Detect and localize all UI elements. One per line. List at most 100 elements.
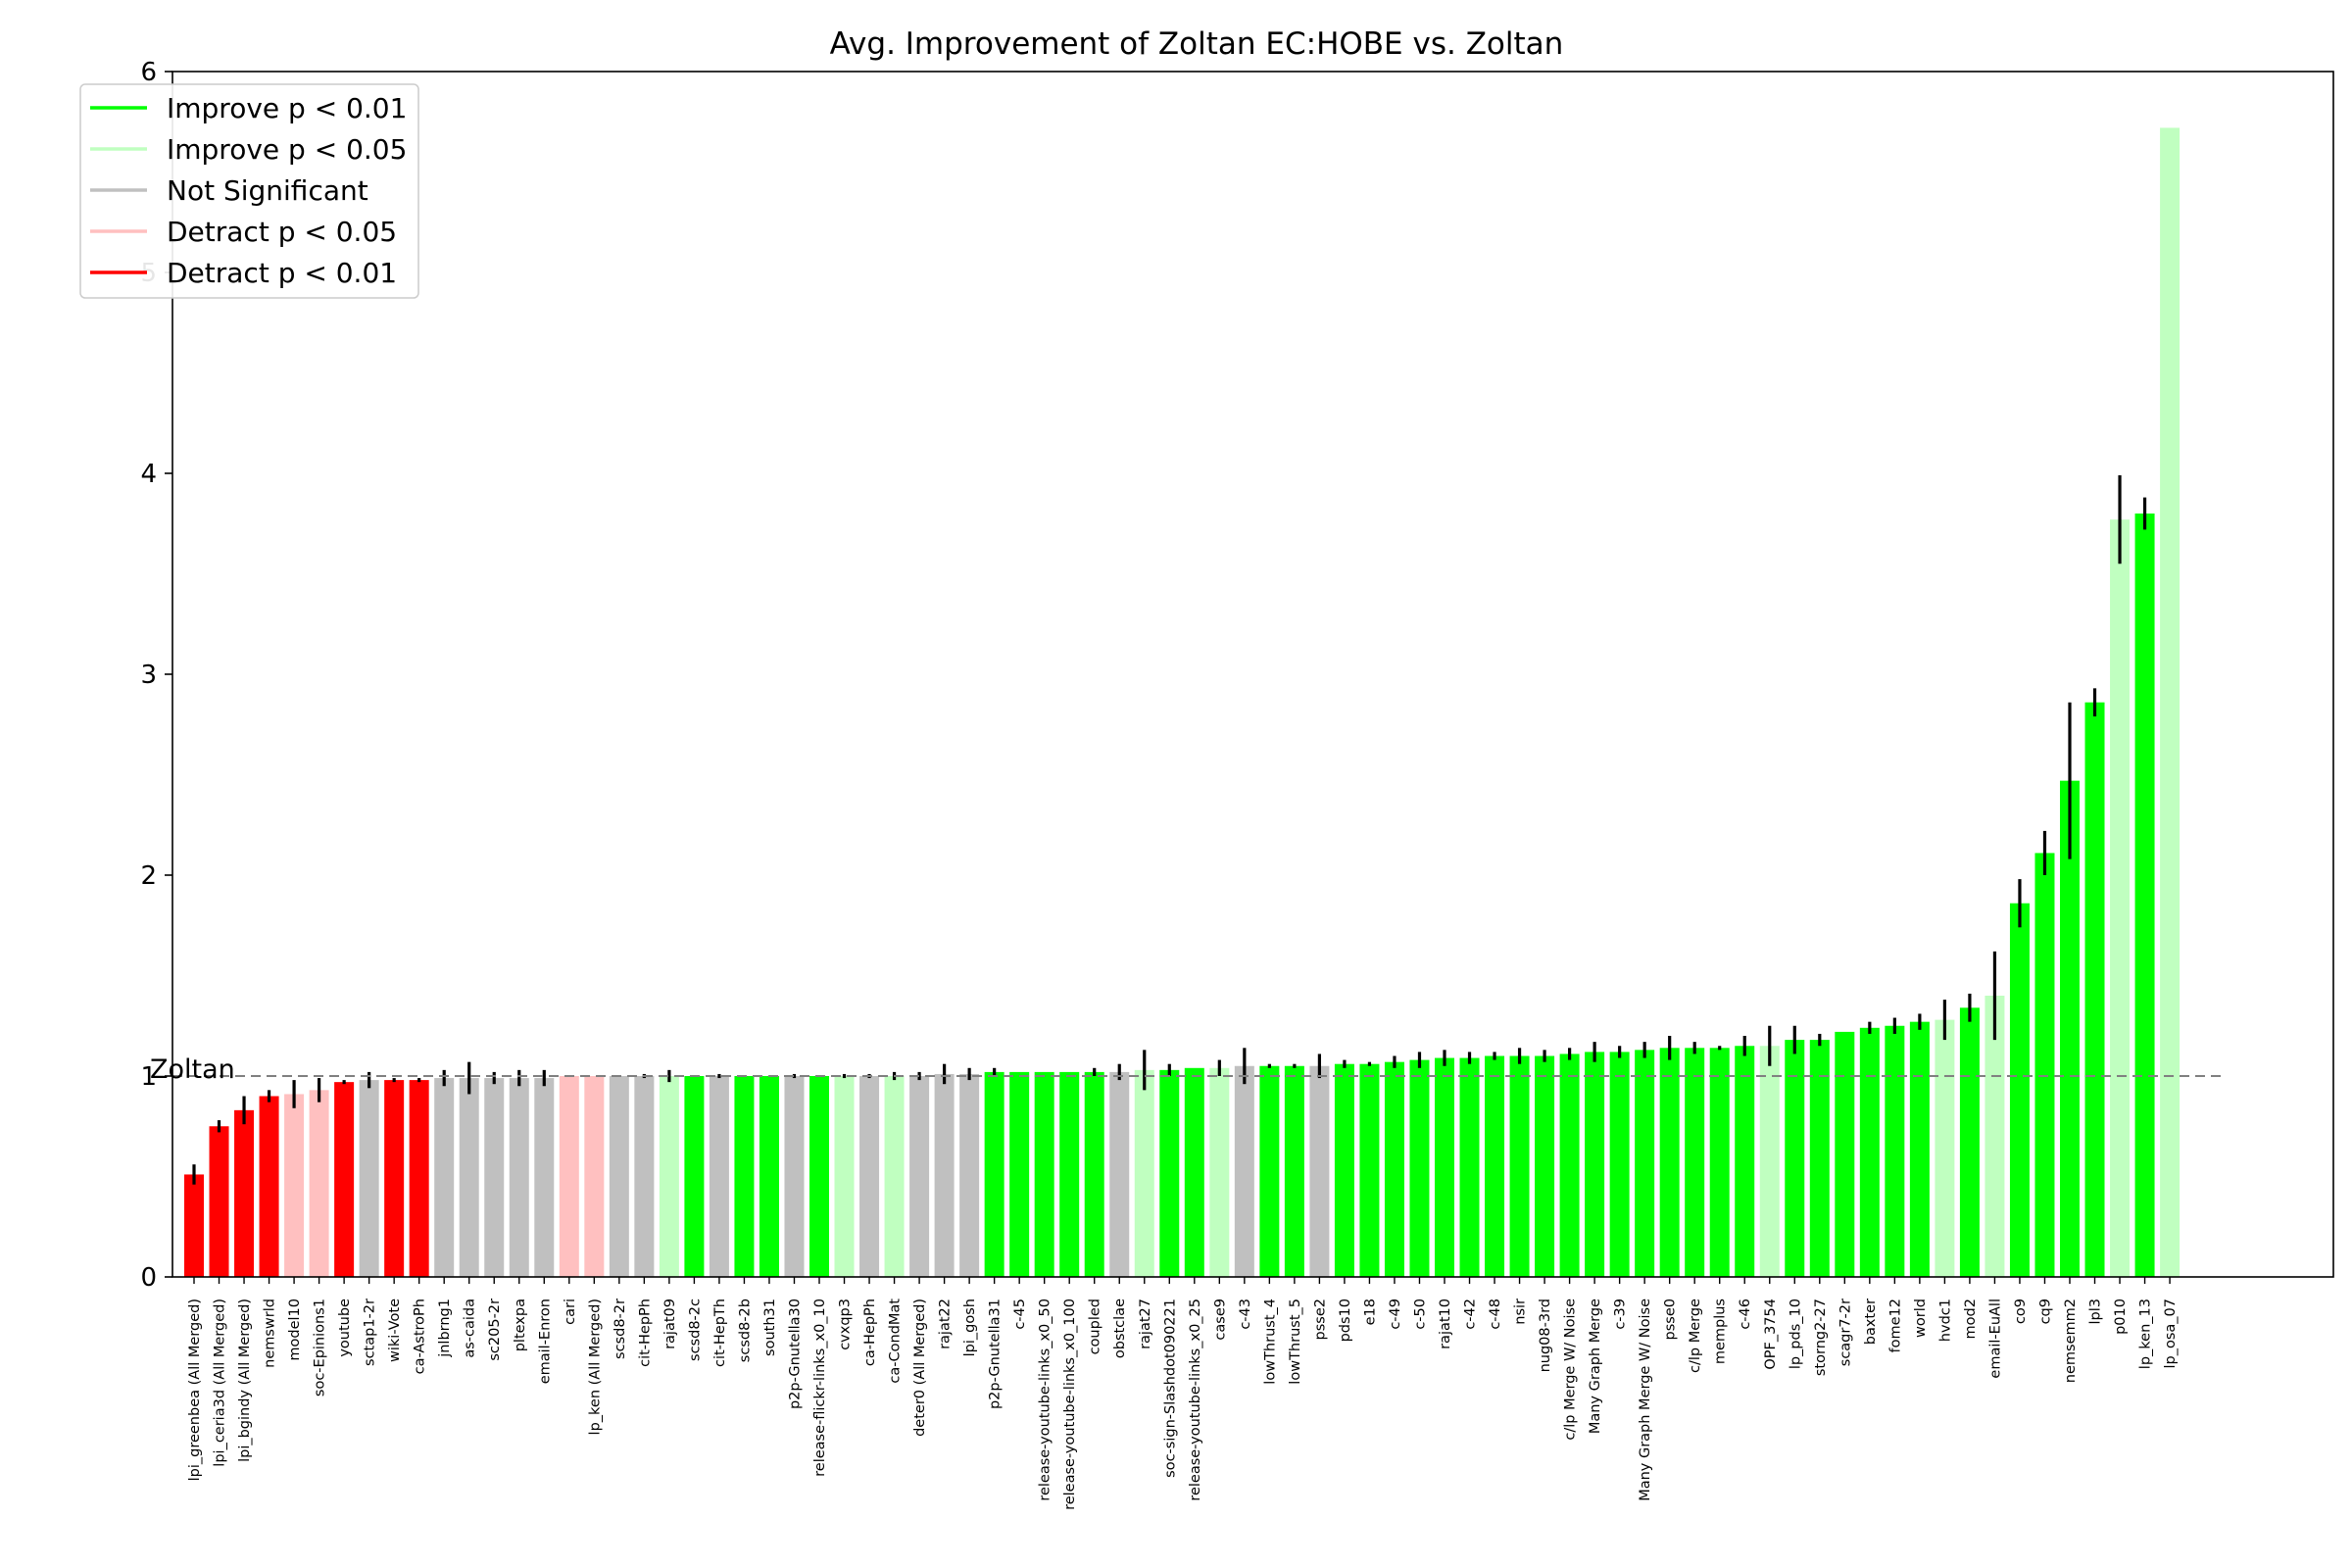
x-tick-label: c-48 <box>1488 1298 1503 1330</box>
x-tick-label: baxter <box>1863 1298 1879 1345</box>
bar <box>2160 127 2180 1277</box>
bar <box>1709 1048 1730 1277</box>
x-tick-label: rajat27 <box>1138 1298 1153 1349</box>
x-tick-label: co9 <box>2013 1298 2029 1324</box>
x-tick-label: nug08-3rd <box>1538 1298 1553 1372</box>
bar <box>1935 1019 1955 1277</box>
bar <box>609 1076 629 1277</box>
bar <box>434 1078 455 1277</box>
x-tick-label: youtube <box>337 1298 353 1357</box>
x-tick-label: c-39 <box>1613 1298 1629 1330</box>
y-tick-label: 4 <box>140 460 157 489</box>
legend-box <box>79 83 419 299</box>
bar <box>1309 1065 1330 1277</box>
bar <box>1759 1046 1780 1277</box>
legend-label: Detract p < 0.05 <box>167 216 397 248</box>
x-tick-label: case9 <box>1212 1298 1228 1341</box>
x-tick-label: deter0 (All Merged) <box>912 1298 928 1437</box>
bar <box>1885 1025 1905 1277</box>
plot-area-frame <box>172 71 2334 1278</box>
bar <box>484 1078 505 1277</box>
x-tick-label: c-50 <box>1412 1298 1428 1330</box>
y-tick-label: 3 <box>140 661 157 690</box>
x-tick-label: release-youtube-links_x0_50 <box>1038 1298 1054 1501</box>
x-tick-label: lpi_gosh <box>962 1298 978 1356</box>
x-tick-label: obstclae <box>1112 1298 1128 1358</box>
x-tick-label: lpl3 <box>2088 1298 2104 1325</box>
bar <box>1159 1069 1180 1277</box>
x-tick-label: c-42 <box>1463 1298 1479 1330</box>
bar <box>809 1076 829 1277</box>
y-tick-label: 6 <box>140 58 157 87</box>
bar <box>1909 1021 1930 1277</box>
x-tick-label: sctap1-2r <box>363 1298 378 1366</box>
bar <box>1359 1063 1380 1277</box>
x-tick-label: lp_ken_13 <box>2138 1298 2154 1369</box>
x-tick-label: storng2-27 <box>1813 1298 1829 1376</box>
x-tick-label: c/lp Merge <box>1688 1298 1703 1373</box>
bar <box>1785 1040 1805 1277</box>
x-tick-label: lp_osa_07 <box>2163 1298 2179 1369</box>
x-tick-label: memplus <box>1713 1298 1729 1364</box>
x-tick-label: jnlbrng1 <box>437 1298 453 1358</box>
x-tick-label: cit-HepTh <box>712 1298 728 1367</box>
bar <box>1134 1069 1154 1277</box>
bar <box>334 1082 355 1277</box>
x-tick-label: email-EuAll <box>1987 1298 2003 1379</box>
bar <box>584 1076 605 1277</box>
bar <box>284 1094 305 1277</box>
x-tick-label: c-49 <box>1388 1298 1403 1330</box>
bar <box>1685 1048 1705 1277</box>
bar <box>859 1076 880 1277</box>
x-tick-label: p2p-Gnutella31 <box>988 1298 1004 1409</box>
bar <box>559 1076 579 1277</box>
x-tick-label: rajat10 <box>1438 1298 1453 1349</box>
bar <box>2084 702 2105 1277</box>
x-tick-label: rajat22 <box>938 1298 954 1349</box>
x-tick-label: lpi_greenbea (All Merged) <box>187 1298 203 1481</box>
bar <box>1859 1027 1880 1277</box>
bar <box>1009 1071 1030 1277</box>
bar <box>2009 903 2030 1277</box>
bar <box>2134 514 2155 1277</box>
bar <box>184 1174 204 1277</box>
x-tick-label: sc205-2r <box>487 1298 503 1361</box>
legend-label: Improve p < 0.05 <box>167 133 407 166</box>
bar <box>1485 1055 1505 1277</box>
bar <box>1209 1067 1230 1277</box>
bar <box>509 1078 529 1277</box>
bar <box>1959 1007 1980 1277</box>
bar <box>784 1076 805 1277</box>
x-tick-label: Many Graph Merge W/ Noise <box>1638 1298 1653 1501</box>
bar <box>1334 1063 1354 1277</box>
x-tick-label: lpi_ceria3d (All Merged) <box>213 1298 228 1467</box>
bar <box>984 1071 1004 1277</box>
bar <box>1509 1055 1530 1277</box>
x-tick-label: lowThrust_5 <box>1288 1298 1303 1385</box>
x-tick-label: release-youtube-links_x0_25 <box>1188 1298 1203 1501</box>
x-tick-label: soc-Epinions1 <box>313 1298 328 1396</box>
x-tick-label: nsir <box>1513 1298 1529 1325</box>
bar <box>1259 1065 1280 1277</box>
bar <box>1384 1061 1404 1277</box>
chart-title: Avg. Improvement of Zoltan EC:HOBE vs. Z… <box>830 26 1564 62</box>
bar <box>1559 1054 1580 1277</box>
bar <box>1585 1052 1605 1277</box>
bar <box>1435 1057 1454 1277</box>
x-tick-label: cit-HepPh <box>637 1298 653 1367</box>
x-tick-label: ca-HepPh <box>862 1298 878 1366</box>
x-tick-label: wiki-Vote <box>387 1298 403 1362</box>
bar <box>1609 1052 1630 1277</box>
bar <box>209 1126 229 1277</box>
x-tick-label: mod2 <box>1963 1298 1979 1339</box>
x-tick-label: c/lp Merge W/ Noise <box>1563 1298 1579 1441</box>
x-tick-label: world <box>1913 1298 1929 1338</box>
bar <box>259 1096 279 1277</box>
error-bars-group <box>192 475 2147 1185</box>
x-tick-label: cvxqp3 <box>838 1298 854 1350</box>
bar <box>1184 1067 1204 1277</box>
x-tick-label: soc-sign-Slashdot090221 <box>1162 1298 1178 1478</box>
bar <box>834 1076 855 1277</box>
bar <box>459 1078 479 1277</box>
